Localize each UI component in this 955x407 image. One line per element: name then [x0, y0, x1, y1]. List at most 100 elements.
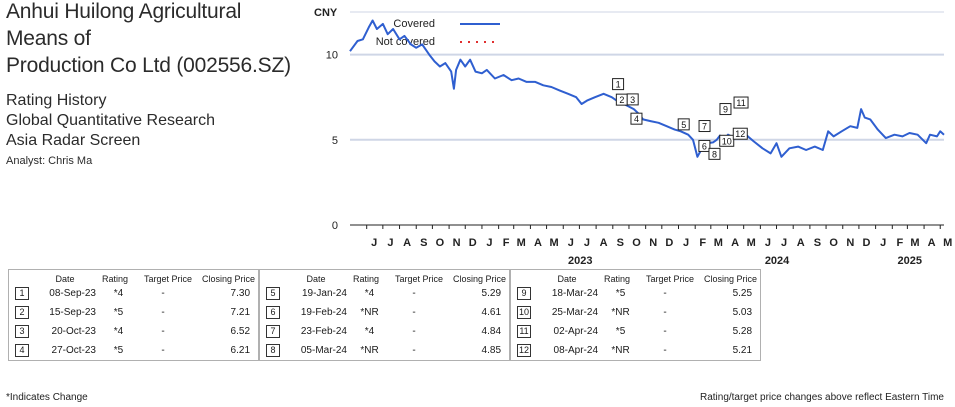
rating-marker-4: 4 — [630, 112, 643, 125]
month-label: S — [617, 237, 624, 249]
rating-cell: *NR — [360, 307, 379, 318]
date-cell: 25-Mar-24 — [551, 307, 599, 318]
rating-cell: *NR — [611, 345, 630, 356]
month-label: J — [765, 237, 771, 249]
month-label: J — [371, 237, 377, 249]
row-number-cell: 3 — [9, 322, 31, 341]
col-rating-header: Rating — [102, 274, 129, 284]
rating-marker-6: 6 — [698, 139, 711, 152]
row-number-cell: 1 — [9, 284, 31, 303]
table-row: 10 25-Mar-24 *NR - 5.03 — [511, 303, 760, 322]
row-number-cell: 9 — [511, 284, 533, 303]
marker-box — [612, 78, 625, 91]
rating-marker-3: 3 — [626, 93, 639, 106]
col-target-header: Target Price — [143, 274, 193, 284]
row-number-badge: 12 — [517, 344, 532, 357]
month-label: N — [453, 237, 461, 249]
rating-cell: *4 — [113, 326, 124, 337]
date-cell: 23-Feb-24 — [300, 326, 347, 337]
row-number-badge: 2 — [15, 306, 29, 319]
row-number-cell: 5 — [260, 284, 282, 303]
marker-box — [708, 147, 721, 160]
row-number-badge: 8 — [266, 344, 280, 357]
month-label: J — [584, 237, 590, 249]
col-closing-header: Closing Price — [201, 274, 256, 284]
rating-cell: *4 — [364, 288, 375, 299]
marker-number: 5 — [681, 120, 686, 130]
marker-box — [698, 139, 711, 152]
closing-price-cell: 7.30 — [230, 288, 251, 299]
month-label: F — [699, 237, 706, 249]
table-row: 5 19-Jan-24 *4 - 5.29 — [260, 284, 509, 303]
date-cell: 27-Oct-23 — [51, 345, 96, 356]
date-cell: 08-Apr-24 — [553, 345, 599, 356]
rating-table: Date Rating Target Price Closing Price 9 18-M… — [511, 270, 760, 360]
rating-cell: *NR — [360, 345, 379, 356]
marker-box — [733, 96, 749, 109]
row-number-cell: 11 — [511, 322, 533, 341]
col-rating-header: Rating — [604, 274, 631, 284]
year-label: 2024 — [765, 255, 790, 267]
research-group: Global Quantitative Research — [6, 112, 215, 129]
month-label: J — [880, 237, 886, 249]
marker-box — [719, 103, 732, 116]
marker-box — [719, 134, 735, 147]
month-label: J — [387, 237, 393, 249]
closing-price-cell: 4.85 — [481, 345, 502, 356]
month-label: F — [503, 237, 510, 249]
marker-box — [630, 112, 643, 125]
month-label: A — [797, 237, 805, 249]
closing-price-cell: 5.29 — [481, 288, 502, 299]
date-cell: 20-Oct-23 — [51, 326, 96, 337]
month-label: A — [928, 237, 936, 249]
rating-cell: *5 — [113, 307, 124, 318]
table-row: 2 15-Sep-23 *5 - 7.21 — [9, 303, 258, 322]
table-header-row: Date Rating Target Price Closing Price — [260, 270, 509, 284]
closing-price-cell: 4.61 — [481, 307, 502, 318]
rating-table-2: Date Rating Target Price Closing Price 5 19-J… — [259, 269, 511, 361]
year-label: 2025 — [898, 255, 922, 267]
row-number-badge: 4 — [15, 344, 29, 357]
marker-number: 2 — [619, 95, 624, 105]
col-closing-header: Closing Price — [704, 274, 758, 284]
table-header-row: Date Rating Target Price Closing Price — [9, 270, 258, 284]
marker-box — [677, 118, 690, 131]
closing-price-cell: 4.84 — [481, 326, 502, 337]
company-title-line1: Anhui Huilong Agricultural Means of — [6, 0, 242, 50]
closing-price-cell: 5.21 — [732, 345, 753, 356]
rating-cell: *4 — [113, 288, 124, 299]
target-cell: - — [161, 288, 165, 299]
rating-table-3: Date Rating Target Price Closing Price 9 18-M… — [510, 269, 762, 361]
rating-marker-12: 12 — [732, 127, 748, 140]
col-date-header: Date — [55, 274, 75, 284]
col-num-header — [9, 270, 31, 284]
month-label: J — [486, 237, 492, 249]
month-label: A — [731, 237, 739, 249]
row-number-badge: 1 — [15, 287, 29, 300]
report-type: Rating History — [6, 92, 107, 109]
row-number-badge: 9 — [517, 287, 531, 300]
header-block: Anhui Huilong Agricultural Means of Prod… — [6, 0, 306, 167]
legend-covered-label: Covered — [393, 18, 435, 30]
row-number-badge: 6 — [266, 306, 280, 319]
row-number-badge: 10 — [517, 306, 532, 319]
row-number-cell: 4 — [9, 341, 31, 360]
table-row: 9 18-Mar-24 *5 - 5.25 — [511, 284, 760, 303]
closing-price-cell: 6.21 — [230, 345, 251, 356]
col-closing-header: Closing Price — [452, 274, 507, 284]
marker-number: 4 — [634, 114, 639, 124]
col-num-header — [260, 270, 282, 284]
month-label: D — [862, 237, 870, 249]
row-number-cell: 2 — [9, 303, 31, 322]
month-label: N — [846, 237, 854, 249]
rating-marker-8: 8 — [708, 147, 721, 160]
row-number-cell: 7 — [260, 322, 282, 341]
month-label: O — [436, 237, 445, 249]
month-label: J — [781, 237, 787, 249]
rating-marker-11: 11 — [733, 96, 749, 109]
col-date-header: Date — [557, 274, 577, 284]
row-number-badge: 3 — [15, 325, 29, 338]
rating-marker-5: 5 — [677, 118, 690, 131]
row-number-cell: 8 — [260, 341, 282, 360]
